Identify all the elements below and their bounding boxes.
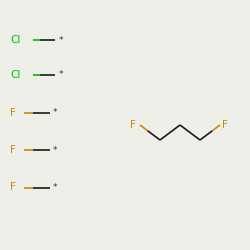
Text: *: *: [52, 146, 57, 154]
Text: Cl: Cl: [10, 35, 20, 45]
Text: F: F: [10, 145, 16, 155]
Text: *: *: [52, 183, 57, 192]
Text: *: *: [59, 70, 63, 80]
Text: F: F: [222, 120, 228, 130]
Text: Cl: Cl: [10, 70, 20, 80]
Text: F: F: [130, 120, 136, 130]
Text: F: F: [10, 182, 16, 192]
Text: *: *: [59, 36, 63, 44]
Text: *: *: [52, 108, 57, 117]
Text: F: F: [10, 108, 16, 118]
